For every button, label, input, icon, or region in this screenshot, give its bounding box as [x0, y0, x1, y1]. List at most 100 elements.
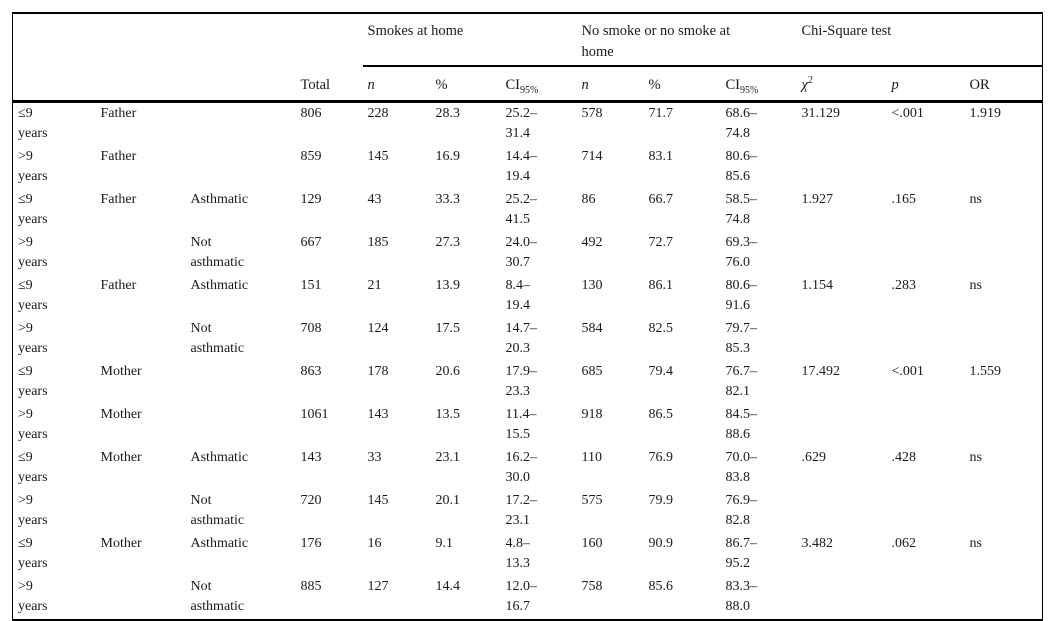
cell-parent: Father — [100, 149, 137, 164]
n-label: n — [367, 77, 375, 93]
cell-nosmoke-pct: 86.5 — [648, 407, 674, 422]
cell-nosmoke-n: 578 — [581, 106, 603, 121]
cell-p-value: .283 — [891, 278, 917, 293]
cell-nosmoke-pct: 71.7 — [648, 106, 674, 121]
group-header-row: Smokes at home No smoke or no smoke at h… — [13, 13, 1043, 67]
table-row: >9 years Not asthmatic 667 185 27.3 24.0– 30.… — [13, 232, 1043, 275]
cell-nosmoke-pct: 66.7 — [648, 192, 674, 207]
group-header-smokes-at-home: Smokes at home — [362, 13, 577, 67]
cell-total: 151 — [300, 278, 322, 293]
col-header-chi2: χ2 — [796, 66, 887, 103]
cell-asthma-status: Not asthmatic — [190, 579, 245, 614]
cell-chi2 — [797, 318, 887, 361]
cell-smokes-pct: 14.4 — [435, 579, 461, 594]
cell-smokes-pct: 16.9 — [435, 149, 461, 164]
cell-nosmoke-n: 918 — [581, 407, 603, 422]
cell-age-group: ≤9 years — [18, 450, 48, 485]
cell-p-value: <.001 — [891, 364, 924, 379]
cell-p-value: <.001 — [891, 106, 924, 121]
cell-smokes-n: 33 — [367, 450, 382, 465]
cell-smokes-ci: 24.0– 30.7 — [505, 235, 538, 270]
cell-nosmoke-n: 160 — [581, 536, 603, 551]
table-row: ≤9 years Father 806 228 28.3 25.2– 31.4 578 71.… — [13, 102, 1043, 147]
column-header-row: Total n % CI95% n % CI95% χ2 p OR — [12, 66, 1043, 103]
cell-nosmoke-ci: 79.7– 85.3 — [725, 321, 758, 356]
cell-age-group: >9 years — [18, 493, 48, 528]
cell-smokes-pct: 28.3 — [435, 106, 461, 121]
cell-smokes-n: 228 — [367, 106, 389, 121]
cell-smokes-n: 16 — [367, 536, 382, 551]
cell-odds-ratio: ns — [969, 450, 982, 465]
cell-parent — [96, 318, 186, 361]
table-row: ≤9 years Father Asthmatic 151 21 13.9 8.4– 19.… — [13, 275, 1043, 318]
table-row: >9 years Father 859 145 16.9 14.4– 19.4 714 83.… — [13, 146, 1043, 189]
cell-chi2: 3.482 — [801, 536, 834, 551]
cell-smokes-n: 21 — [367, 278, 382, 293]
cell-smokes-pct: 9.1 — [435, 536, 454, 551]
cell-odds-ratio: ns — [969, 536, 982, 551]
cell-smokes-ci: 25.2– 41.5 — [505, 192, 538, 227]
cell-age-group: >9 years — [18, 321, 48, 356]
table-row: ≤9 years Mother Asthmatic 143 33 23.1 16.2– 30… — [13, 447, 1043, 490]
cell-smokes-n: 127 — [367, 579, 389, 594]
cell-asthma-status — [186, 146, 296, 189]
col-header-nosmoke-n: n — [576, 66, 644, 103]
table-row: >9 years Not asthmatic 885 127 14.4 12.0– 16.… — [13, 576, 1043, 620]
cell-total: 129 — [300, 192, 322, 207]
cell-smokes-n: 43 — [367, 192, 382, 207]
cell-total: 667 — [300, 235, 322, 250]
chi-label: χ — [801, 77, 808, 93]
cell-nosmoke-n: 685 — [581, 364, 603, 379]
cell-p-value: .165 — [891, 192, 917, 207]
col-header-total: Total — [295, 66, 363, 103]
cell-parent: Mother — [100, 407, 142, 422]
ci-subscript: 95% — [740, 85, 759, 96]
cell-nosmoke-pct: 72.7 — [648, 235, 674, 250]
cell-parent: Father — [100, 106, 137, 121]
cell-smokes-ci: 8.4– 19.4 — [505, 278, 531, 313]
cell-smokes-pct: 23.1 — [435, 450, 461, 465]
table-row: ≤9 years Mother Asthmatic 176 16 9.1 4.8– 13.3… — [13, 533, 1043, 576]
cell-chi2: 1.154 — [801, 278, 834, 293]
cell-odds-ratio — [965, 318, 1043, 361]
cell-nosmoke-ci: 80.6– 85.6 — [725, 149, 758, 184]
col-header-nosmoke-pct: % — [643, 66, 721, 103]
results-table-container: Smokes at home No smoke or no smoke at h… — [12, 12, 1044, 621]
cell-nosmoke-pct: 83.1 — [648, 149, 674, 164]
cell-nosmoke-pct: 79.4 — [648, 364, 674, 379]
table-row: >9 years Not asthmatic 708 124 17.5 14.7– 20.… — [13, 318, 1043, 361]
cell-age-group: ≤9 years — [18, 106, 48, 141]
col-header-smokes-ci: CI95% — [500, 66, 577, 103]
cell-nosmoke-ci: 76.7– 82.1 — [725, 364, 758, 399]
p-label: p — [891, 77, 899, 93]
cell-nosmoke-ci: 86.7– 95.2 — [725, 536, 758, 571]
cell-asthma-status: Asthmatic — [190, 450, 249, 465]
cell-asthma-status — [186, 102, 296, 147]
cell-smokes-n: 124 — [367, 321, 389, 336]
cell-chi2: 1.927 — [801, 192, 834, 207]
cell-odds-ratio — [965, 232, 1043, 275]
cell-p-value: .062 — [891, 536, 917, 551]
cell-nosmoke-ci: 69.3– 76.0 — [725, 235, 758, 270]
cell-parent — [96, 576, 186, 620]
cell-smokes-ci: 16.2– 30.0 — [505, 450, 538, 485]
cell-nosmoke-pct: 79.9 — [648, 493, 674, 508]
cell-odds-ratio — [965, 146, 1043, 189]
cell-smokes-pct: 27.3 — [435, 235, 461, 250]
column-header-spacer — [12, 66, 296, 103]
cell-smokes-ci: 14.7– 20.3 — [505, 321, 538, 356]
cell-smokes-n: 185 — [367, 235, 389, 250]
cell-smokes-n: 145 — [367, 149, 389, 164]
cell-nosmoke-ci: 70.0– 83.8 — [725, 450, 758, 485]
cell-total: 885 — [300, 579, 322, 594]
cell-total: 859 — [300, 149, 322, 164]
cell-smokes-ci: 11.4– 15.5 — [505, 407, 537, 442]
group-header-no-smoke: No smoke or no smoke at home — [576, 13, 797, 67]
cell-nosmoke-ci: 76.9– 82.8 — [725, 493, 758, 528]
cell-age-group: >9 years — [18, 407, 48, 442]
cell-asthma-status — [186, 361, 296, 404]
cell-total: 806 — [300, 106, 322, 121]
cell-smokes-n: 145 — [367, 493, 389, 508]
cell-smokes-pct: 33.3 — [435, 192, 461, 207]
cell-nosmoke-n: 86 — [581, 192, 596, 207]
